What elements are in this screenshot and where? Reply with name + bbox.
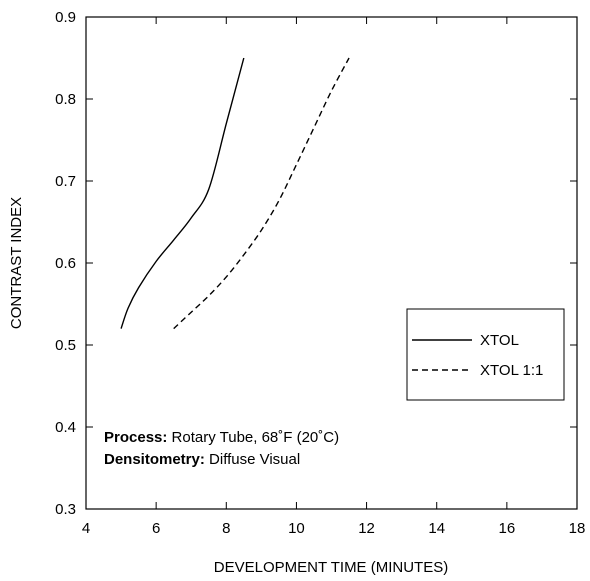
y-tick-label: 0.6 bbox=[55, 255, 76, 272]
y-tick-label: 0.4 bbox=[55, 419, 76, 436]
plot-area-frame bbox=[85, 16, 578, 510]
x-tick-label: 8 bbox=[222, 520, 230, 537]
annotation-line-1: Process: Rotary Tube, 68˚F (20˚C) bbox=[104, 429, 339, 446]
annotation-process-label: Process: bbox=[104, 429, 167, 446]
x-axis-ticks: 4 6 8 10 12 14 16 18 bbox=[82, 17, 586, 537]
y-tick-label: 0.8 bbox=[55, 91, 76, 108]
annotation-process-value: Rotary Tube, 68˚F (20˚C) bbox=[167, 429, 339, 446]
legend-label-xtol: XTOL bbox=[480, 332, 519, 349]
x-tick-label: 16 bbox=[499, 520, 516, 537]
x-tick-label: 10 bbox=[288, 520, 305, 537]
y-tick-label: 0.5 bbox=[55, 337, 76, 354]
annotation-densitometry-label: Densitometry: bbox=[104, 451, 205, 468]
series-line-xtol bbox=[120, 57, 245, 329]
annotation-densitometry-value: Diffuse Visual bbox=[205, 451, 300, 468]
y-tick-label: 0.3 bbox=[55, 501, 76, 518]
x-tick-label: 18 bbox=[569, 520, 586, 537]
process-annotation: Process: Rotary Tube, 68˚F (20˚C) Densit… bbox=[104, 429, 339, 468]
legend: XTOL XTOL 1:1 bbox=[406, 308, 565, 401]
series-layer bbox=[120, 57, 350, 330]
y-tick-label: 0.9 bbox=[55, 9, 76, 26]
legend-box bbox=[406, 308, 565, 401]
x-tick-label: 14 bbox=[428, 520, 445, 537]
x-tick-label: 12 bbox=[358, 520, 375, 537]
annotation-line-2: Densitometry: Diffuse Visual bbox=[104, 451, 300, 468]
legend-label-xtol-1-1: XTOL 1:1 bbox=[480, 362, 543, 379]
y-axis-title: CONTRAST INDEX bbox=[8, 197, 25, 329]
series-line-xtol-1-1 bbox=[173, 57, 350, 330]
y-tick-label: 0.7 bbox=[55, 173, 76, 190]
x-axis-title: DEVELOPMENT TIME (MINUTES) bbox=[214, 559, 448, 576]
x-tick-label: 6 bbox=[152, 520, 160, 537]
x-tick-label: 4 bbox=[82, 520, 90, 537]
